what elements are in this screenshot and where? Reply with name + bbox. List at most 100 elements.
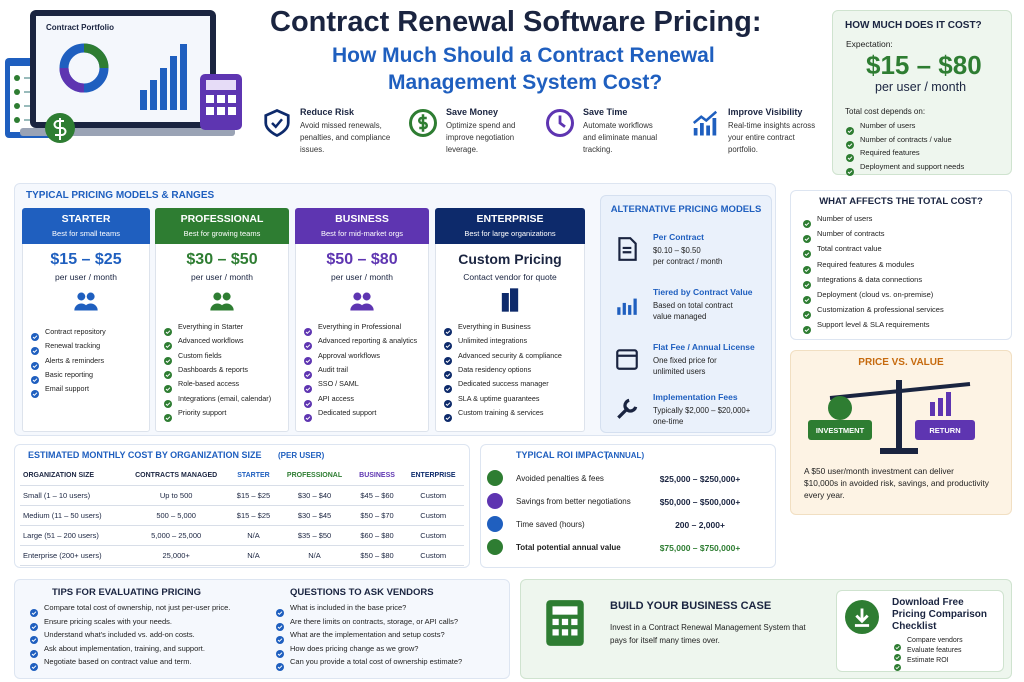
check-icon — [164, 323, 172, 336]
panel-title: BUILD YOUR BUSINESS CASE — [610, 600, 772, 612]
list-item: Number of contracts / value — [860, 134, 952, 144]
benefit-icon — [545, 108, 575, 138]
roi-label: Total potential annual value — [516, 543, 621, 552]
list-item: Are there limits on contracts, storage, … — [290, 616, 458, 626]
price: $15 – $80 — [866, 50, 982, 80]
roi-value: 200 – 2,000+ — [675, 520, 725, 530]
list-item: Dedicated success manager — [458, 379, 549, 389]
list-item: Data residency options — [458, 364, 532, 374]
investment-label: INVESTMENT — [816, 426, 865, 435]
panel-title: PRICE VS. VALUE — [858, 357, 944, 368]
page-subtitle: Management System Cost? — [388, 71, 663, 94]
list-item: Alerts & reminders — [45, 355, 105, 365]
check-icon — [164, 366, 172, 379]
check-icon — [31, 342, 39, 356]
check-icon — [164, 409, 172, 422]
tier-unit: per user / month — [191, 272, 253, 282]
price-unit: per user / month — [875, 80, 967, 94]
roi-icon — [487, 493, 503, 509]
table-cell: N/A — [229, 545, 278, 566]
column-header: STARTER — [229, 466, 278, 486]
cost-table: ORGANIZATION SIZE CONTRACTS MANAGED STARTE… — [20, 466, 464, 566]
check-icon — [846, 136, 854, 149]
list-item: Custom fields — [178, 350, 222, 360]
check-icon — [276, 631, 284, 644]
check-icon — [894, 658, 901, 671]
table-cell: Custom — [402, 545, 464, 566]
check-icon — [164, 380, 172, 394]
list-item: Contract repository — [45, 327, 106, 336]
tier-name: BUSINESS — [335, 213, 389, 225]
check-icon — [30, 618, 38, 631]
list-item: Everything in Business — [458, 322, 531, 331]
check-icon — [803, 215, 811, 228]
tier-card — [155, 208, 289, 432]
benefit-text: improve negotiation — [446, 133, 515, 142]
check-icon — [444, 337, 452, 351]
table-cell: Large (51 – 200 users) — [20, 525, 123, 546]
check-icon — [304, 352, 312, 365]
panel-title: ALTERNATIVE PRICING MODELS — [610, 204, 762, 215]
tier-price: $50 – $80 — [326, 251, 398, 268]
column-header: PROFESSIONAL — [277, 466, 352, 486]
roi-value: $50,000 – $500,000+ — [659, 497, 741, 507]
roi-value: $75,000 – $750,000+ — [659, 543, 741, 553]
check-icon — [304, 380, 312, 394]
table-cell: N/A — [229, 525, 278, 546]
panel-note: (ANNUAL) — [605, 451, 645, 460]
benefit-icon — [690, 108, 720, 138]
list-item: SLA & uptime guarantees — [458, 393, 540, 403]
column-header: CONTRACTS MANAGED — [122, 466, 230, 486]
check-icon — [846, 122, 854, 135]
table-cell: 5,000 – 25,000 — [122, 525, 230, 546]
benefit-text: portfolio. — [728, 145, 758, 154]
check-icon — [31, 385, 39, 399]
benefit-text: leverage. — [446, 145, 479, 154]
list-item: Dedicated support — [318, 407, 377, 417]
tier-icon — [496, 286, 524, 314]
alt-name: Per Contract — [653, 232, 705, 242]
check-icon — [803, 245, 811, 259]
tier-unit: per user / month — [55, 272, 117, 282]
check-icon — [164, 352, 172, 365]
roi-icon — [487, 470, 503, 486]
table-cell: $50 – $80 — [351, 545, 403, 566]
tier-subtitle: Best for small teams — [52, 229, 120, 238]
check-icon — [444, 380, 452, 394]
roi-panel — [480, 444, 776, 568]
list-item: Estimate ROI — [907, 657, 949, 664]
tier-icon — [348, 286, 376, 314]
benefit-title: Save Money — [446, 107, 499, 117]
alt-text: Typically $2,000 – $20,000+ — [653, 406, 751, 415]
column-header: ENTERPRISE — [402, 466, 464, 486]
check-icon — [276, 604, 284, 617]
column-header: ORGANIZATION SIZE — [20, 466, 123, 486]
list-item: Required features — [860, 148, 920, 157]
benefit-text: Automate workflows — [583, 121, 653, 130]
value-text: A $50 user/month investment can deliver — [804, 466, 954, 476]
panel-title: HOW MUCH DOES IT COST? — [845, 20, 982, 31]
list-item: How does pricing change as we grow? — [290, 643, 419, 653]
table-header-row: ORGANIZATION SIZE CONTRACTS MANAGED STARTE… — [20, 466, 464, 486]
laptop-illustration: Contract Portfolio — [5, 10, 242, 143]
list-item: Negotiate based on contract value and te… — [44, 657, 192, 666]
panel-title: WHAT AFFECTS THE TOTAL COST? — [819, 196, 983, 207]
tier-unit: Contact vendor for quote — [463, 272, 557, 282]
tier-price: $15 – $25 — [50, 251, 122, 268]
check-icon — [30, 604, 38, 617]
list-item: Advanced security & compliance — [458, 350, 562, 360]
table-cell: Medium (11 – 50 users) — [20, 505, 123, 526]
table-cell: 500 – 5,000 — [122, 505, 230, 526]
value-text: $10,000s in avoided risk, savings, and p… — [804, 478, 989, 488]
table-cell: N/A — [277, 545, 352, 566]
panel-title: TYPICAL ROI IMPACT — [516, 450, 610, 460]
benefit-text: and eliminate manual — [583, 133, 658, 142]
panel-title: ESTIMATED MONTHLY COST BY ORGANIZATION S… — [28, 450, 262, 460]
benefit-icon — [262, 108, 292, 138]
table-cell: Enterprise (200+ users) — [20, 545, 123, 566]
label: Total cost depends on: — [845, 107, 926, 116]
list-item: Everything in Professional — [318, 322, 402, 331]
roi-label: Savings from better negotiations — [516, 497, 631, 506]
check-icon — [803, 261, 811, 274]
